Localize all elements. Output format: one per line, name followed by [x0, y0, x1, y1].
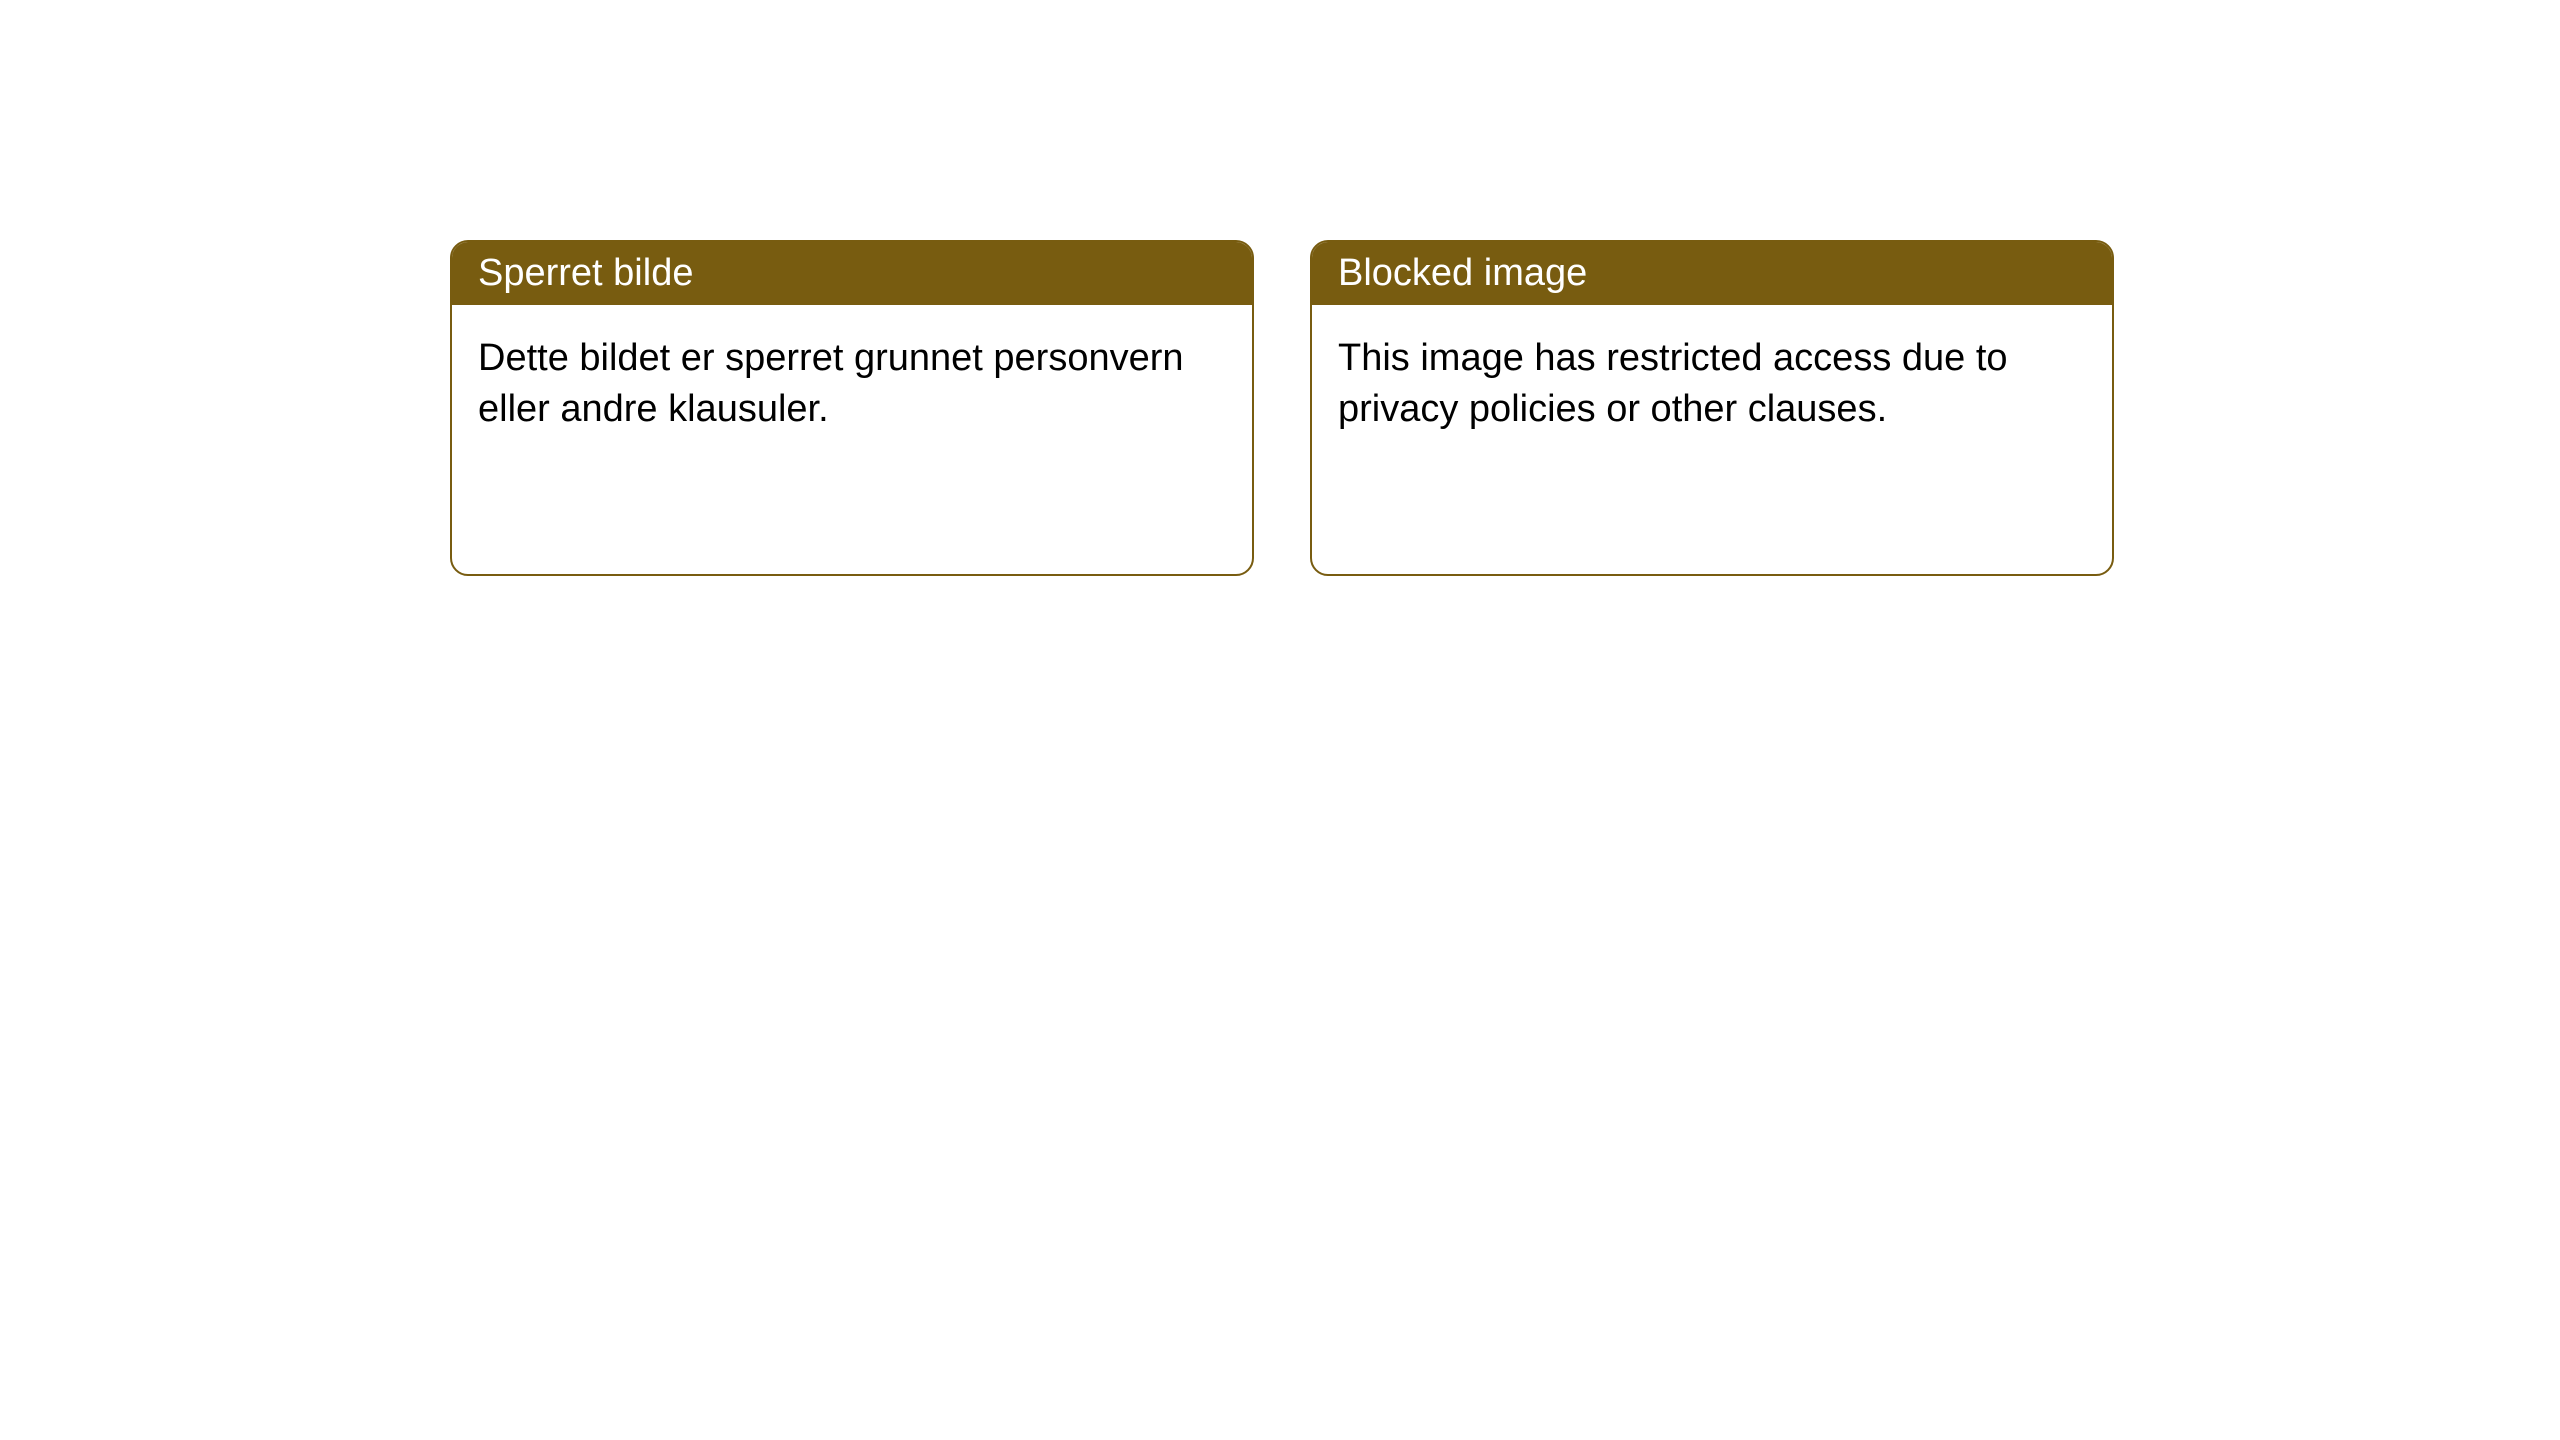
notice-body-english: This image has restricted access due to …	[1312, 305, 2112, 464]
notice-card-english: Blocked image This image has restricted …	[1310, 240, 2114, 576]
notice-container: Sperret bilde Dette bildet er sperret gr…	[0, 0, 2560, 576]
notice-card-norwegian: Sperret bilde Dette bildet er sperret gr…	[450, 240, 1254, 576]
notice-body-norwegian: Dette bildet er sperret grunnet personve…	[452, 305, 1252, 464]
notice-header-norwegian: Sperret bilde	[452, 242, 1252, 305]
notice-header-english: Blocked image	[1312, 242, 2112, 305]
